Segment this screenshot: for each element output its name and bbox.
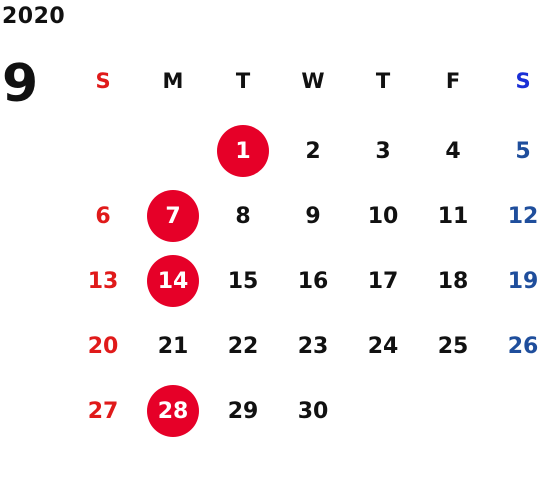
highlighted-day-cell: 7: [147, 190, 199, 242]
day-cell: 30: [297, 398, 329, 424]
day-cell: 21: [157, 333, 189, 359]
day-cell: 16: [297, 268, 329, 294]
year-label: 2020: [2, 4, 66, 29]
day-cell: 12: [507, 203, 539, 229]
day-cell: 29: [227, 398, 259, 424]
weekday-header: T: [375, 69, 391, 93]
weekday-header: W: [301, 69, 325, 93]
day-cell: 19: [507, 268, 539, 294]
day-cell: 5: [515, 138, 531, 164]
highlighted-day-cell: 28: [147, 385, 199, 437]
day-cell: 23: [297, 333, 329, 359]
highlighted-day-cell: 14: [147, 255, 199, 307]
month-number: 9: [2, 54, 39, 114]
weekday-header: T: [235, 69, 251, 93]
day-cell: 11: [437, 203, 469, 229]
day-cell: 2: [305, 138, 321, 164]
day-cell: 15: [227, 268, 259, 294]
weekday-header: S: [515, 69, 531, 93]
day-cell: 27: [87, 398, 119, 424]
day-cell: 10: [367, 203, 399, 229]
day-cell: 25: [437, 333, 469, 359]
day-cell: 20: [87, 333, 119, 359]
day-cell: 4: [445, 138, 461, 164]
weekday-header: M: [162, 69, 184, 93]
highlighted-day-cell: 1: [217, 125, 269, 177]
day-cell: 8: [235, 203, 251, 229]
day-cell: 13: [87, 268, 119, 294]
day-cell: 22: [227, 333, 259, 359]
weekday-header: S: [95, 69, 111, 93]
day-cell: 18: [437, 268, 469, 294]
day-cell: 17: [367, 268, 399, 294]
day-cell: 3: [375, 138, 391, 164]
day-cell: 6: [95, 203, 111, 229]
day-cell: 26: [507, 333, 539, 359]
day-cell: 24: [367, 333, 399, 359]
day-cell: 9: [305, 203, 321, 229]
weekday-header: F: [445, 69, 461, 93]
